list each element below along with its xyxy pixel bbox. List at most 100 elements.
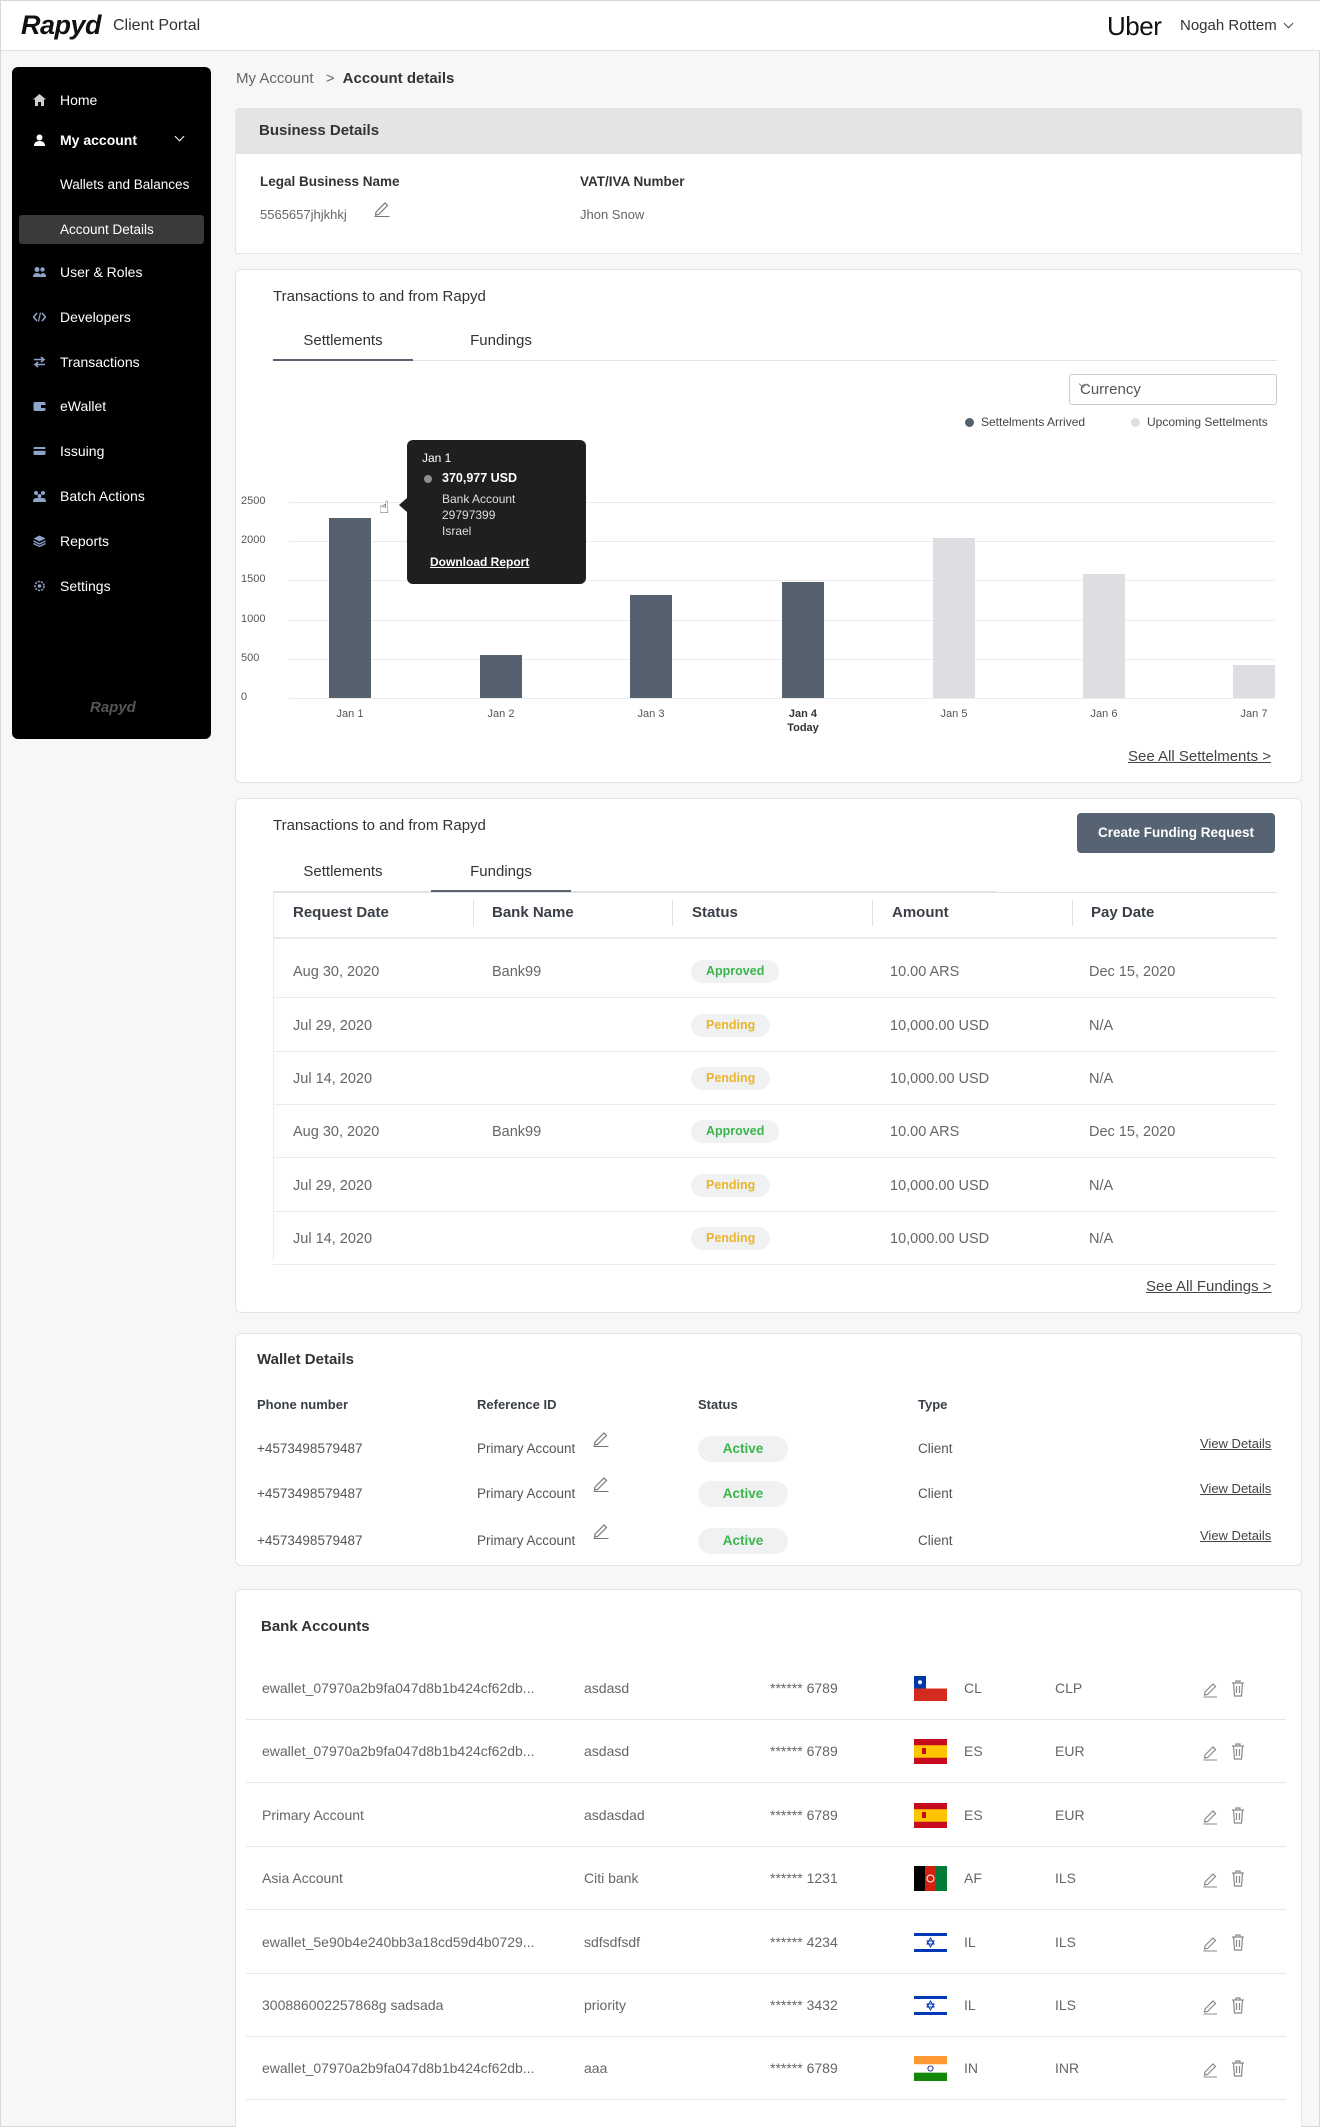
- currency-code: ILS: [1055, 1934, 1077, 1950]
- tab-settlements[interactable]: Settlements: [303, 863, 383, 880]
- flag-il-icon: [914, 1930, 947, 1955]
- edit-delete-icons[interactable]: [1202, 1678, 1252, 1698]
- view-details-link[interactable]: View Details: [1200, 1481, 1272, 1496]
- account-number: ****** 6789: [770, 1743, 838, 1759]
- cell-amount: 10,000.00 USD: [890, 1018, 990, 1034]
- sidebar-item-settings[interactable]: Settings: [12, 571, 211, 601]
- breadcrumb-current: Account details: [342, 70, 455, 87]
- bar-settlements-arrived[interactable]: [480, 654, 522, 698]
- bank-name: asdasd: [584, 1743, 630, 1759]
- edit-delete-icons[interactable]: [1202, 1868, 1252, 1888]
- column-header-request-date[interactable]: Request Date: [293, 904, 389, 921]
- country-code: ES: [964, 1807, 983, 1823]
- sidebar-item-home[interactable]: Home: [12, 85, 211, 115]
- currency-code: INR: [1055, 2060, 1080, 2076]
- column-header-bank-name[interactable]: Bank Name: [492, 904, 574, 921]
- account-number: ****** 6789: [770, 1807, 838, 1823]
- sidebar-item-wallets-and-balances[interactable]: Wallets and Balances: [19, 170, 204, 199]
- y-tick-label: 500: [241, 651, 260, 664]
- bar-settlements-arrived[interactable]: [630, 594, 672, 698]
- cell-amount: 10,000.00 USD: [890, 1178, 990, 1194]
- currency-select[interactable]: Currency: [1069, 374, 1277, 405]
- list-item[interactable]: ewallet_07970a2b9fa047d8b1b424cf62db... a…: [246, 2037, 1286, 2100]
- edit-delete-icons[interactable]: [1202, 1932, 1252, 1952]
- y-tick-label: 2000: [241, 534, 266, 547]
- list-item[interactable]: 300886002257868g sadsada priority ****** 3…: [246, 1974, 1286, 2037]
- bank-account-name: ewallet_07970a2b9fa047d8b1b424cf62db...: [262, 2060, 535, 2076]
- list-item[interactable]: Primary Account asdasdad ****** 6789 ES EUR: [246, 1784, 1286, 1847]
- tooltip-series-dot: [424, 475, 432, 483]
- bar-upcoming-settlements[interactable]: [933, 538, 975, 698]
- view-details-link[interactable]: View Details: [1200, 1436, 1272, 1451]
- bank-account-name: ewallet_07970a2b9fa047d8b1b424cf62db...: [262, 1680, 535, 1696]
- table-row[interactable]: Jul 29, 2020 Pending 10,000.00 USD N/A: [273, 999, 1277, 1052]
- sidebar-item-user-roles[interactable]: User & Roles: [12, 257, 211, 287]
- gear-icon: [34, 580, 45, 592]
- sidebar-item-label: User & Roles: [60, 264, 143, 280]
- legend-dot-arrived: [965, 417, 974, 427]
- tab-settlements[interactable]: Settlements: [273, 332, 413, 361]
- sidebar-item-developers[interactable]: Developers: [12, 302, 211, 332]
- create-funding-request-button[interactable]: Create Funding Request: [1077, 813, 1275, 853]
- wallet-icon: [33, 402, 46, 411]
- table-row[interactable]: Aug 30, 2020 Bank99 Approved 10.00 ARS Dec 1…: [273, 945, 1277, 998]
- rapyd-logo[interactable]: Rapyd: [21, 10, 102, 40]
- column-header-status[interactable]: Status: [692, 904, 738, 921]
- edit-pencil-icon[interactable]: [592, 1474, 610, 1492]
- country-code: IN: [964, 2060, 978, 2076]
- bar-upcoming-settlements[interactable]: [1233, 665, 1275, 698]
- bank-name: sdfsdfsdf: [584, 1934, 641, 1950]
- edit-delete-icons[interactable]: [1202, 1741, 1252, 1761]
- top-bar: Rapyd Client Portal Uber Nogah Rottem: [1, 1, 1320, 51]
- flag-es-icon: [914, 1803, 947, 1828]
- sidebar-item-transactions[interactable]: Transactions: [12, 347, 211, 377]
- bank-accounts-card: [235, 1589, 1302, 2127]
- legend-arrived-label: Settelments Arrived: [981, 415, 1086, 429]
- view-details-link[interactable]: View Details: [1200, 1528, 1272, 1543]
- list-item[interactable]: ewallet_07970a2b9fa047d8b1b424cf62db... a…: [246, 1657, 1286, 1720]
- edit-delete-icons[interactable]: [1202, 2058, 1252, 2078]
- list-item[interactable]: ewallet_5e90b4e240bb3a18cd59d4b0729... sd…: [246, 1911, 1286, 1974]
- flag-es-icon: [914, 1739, 947, 1764]
- see-all-fundings-link[interactable]: See All Fundings >: [1146, 1278, 1272, 1295]
- download-report-link[interactable]: Download Report: [430, 555, 530, 569]
- bar-settlements-arrived[interactable]: [782, 581, 824, 698]
- bar-upcoming-settlements[interactable]: [1083, 574, 1125, 698]
- edit-pencil-icon[interactable]: [592, 1429, 610, 1447]
- column-header-amount[interactable]: Amount: [892, 904, 949, 921]
- list-item[interactable]: ewallet_07970a2b9fa047d8b1b424cf62db... a…: [246, 1720, 1286, 1783]
- table-row[interactable]: Jul 14, 2020 Pending 10,000.00 USD N/A: [273, 1212, 1277, 1265]
- y-tick-label: 1500: [241, 573, 266, 586]
- see-all-settlements-link[interactable]: See All Settelments >: [1128, 748, 1271, 765]
- status-badge: Active: [698, 1528, 788, 1554]
- tab-fundings[interactable]: Fundings: [431, 863, 571, 892]
- sidebar-item-reports[interactable]: Reports: [12, 526, 211, 556]
- chart-gridline: [289, 502, 1275, 503]
- sidebar-item-label: Issuing: [60, 443, 105, 459]
- sidebar-item-ewallet[interactable]: eWallet: [12, 391, 211, 421]
- list-item[interactable]: Asia Account Citi bank ****** 1231 AF ILS: [246, 1847, 1286, 1910]
- chart-gridline: [289, 698, 1275, 699]
- business-details-title: Business Details: [259, 122, 380, 139]
- sidebar-item-issuing[interactable]: Issuing: [12, 436, 211, 466]
- wallet-phone: +4573498579487: [257, 1486, 363, 1501]
- status-badge: Pending: [691, 1014, 771, 1037]
- edit-pencil-icon[interactable]: [373, 199, 391, 217]
- user-menu[interactable]: Nogah Rottem: [1180, 17, 1294, 34]
- edit-delete-icons[interactable]: [1202, 1805, 1252, 1825]
- column-separator: [872, 900, 873, 926]
- cell-request-date: Aug 30, 2020: [293, 964, 380, 980]
- edit-delete-icons[interactable]: [1202, 1995, 1252, 2015]
- table-row[interactable]: Aug 30, 2020 Bank99 Approved 10.00 ARS Dec 1…: [273, 1105, 1277, 1158]
- tab-fundings[interactable]: Fundings: [470, 332, 532, 349]
- sidebar-item-my-account[interactable]: My account: [12, 125, 211, 155]
- column-header-pay-date[interactable]: Pay Date: [1091, 904, 1155, 921]
- status-badge: Active: [698, 1481, 788, 1507]
- table-row[interactable]: Jul 29, 2020 Pending 10,000.00 USD N/A: [273, 1159, 1277, 1212]
- bar-settlements-arrived[interactable]: [329, 517, 371, 698]
- sidebar-item-batch-actions[interactable]: Batch Actions: [12, 481, 211, 511]
- table-row[interactable]: Jul 14, 2020 Pending 10,000.00 USD N/A: [273, 1052, 1277, 1105]
- edit-pencil-icon[interactable]: [592, 1521, 610, 1539]
- sidebar-item-account-details[interactable]: Account Details: [19, 215, 204, 244]
- breadcrumb-parent[interactable]: My Account: [236, 70, 314, 87]
